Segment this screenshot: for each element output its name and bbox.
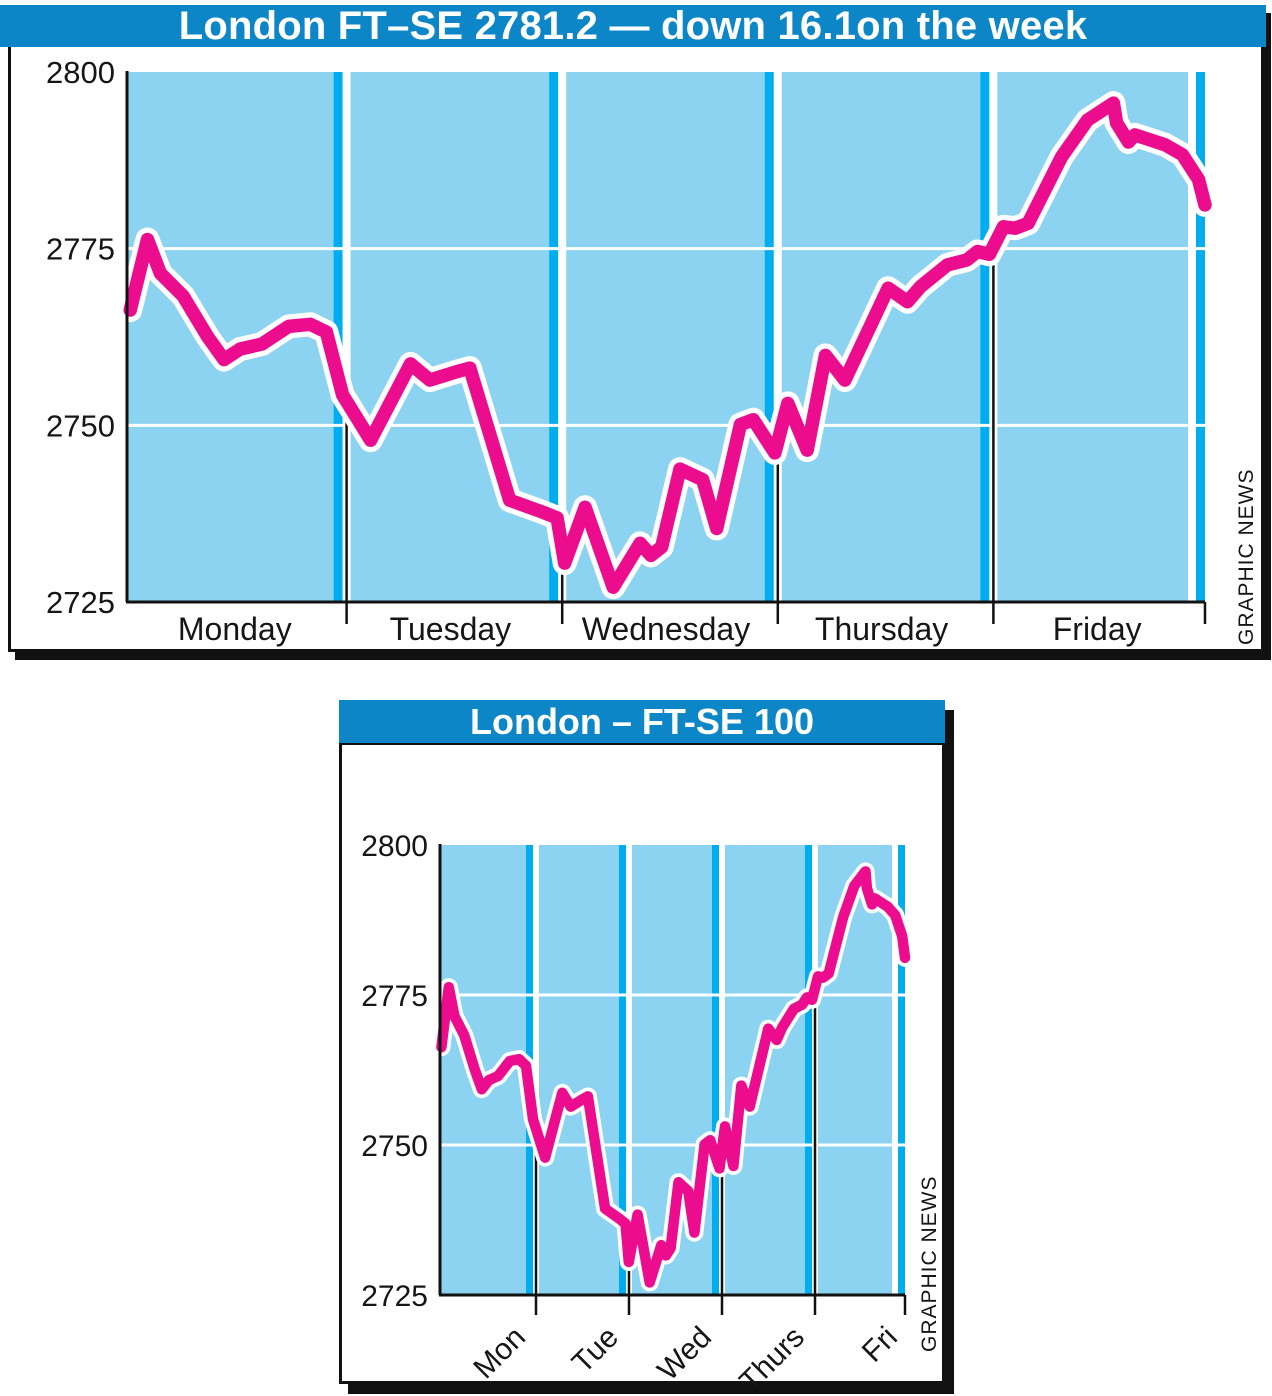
day-separator-stripe [1196,72,1205,602]
y-axis-label: 2750 [361,1130,428,1163]
y-axis-label: 2750 [46,408,115,443]
y-axis-label: 2725 [361,1280,428,1313]
top-chart-title: London FT–SE 2781.2 — down 16.1on the we… [178,3,1088,48]
day-label: Thurs [733,1321,811,1396]
day-separator-stripe [898,845,905,1295]
day-label: Wednesday [582,611,750,647]
day-separator-gap [558,72,567,602]
day-label: Friday [1053,611,1142,647]
day-separator-gap [1188,72,1196,602]
day-label: Tuesday [390,611,512,647]
price-line [436,866,911,1288]
top-chart-plot: 2800 2775 2750 2725 Monday Tuesday Wednesday Th… [46,55,1258,647]
y-axis-label: 2800 [46,55,115,90]
day-separator-stripe [619,845,626,1295]
day-separator-stripe [805,845,812,1295]
day-label: Monday [178,611,292,647]
top-chart-title-banner: London FT–SE 2781.2 — down 16.1on the we… [0,3,1266,48]
day-separator-stripe [764,72,774,602]
credit-graphic-news: GRAPHIC NEWS [1235,468,1258,645]
day-label: Thursday [815,611,948,647]
day-label: Fri [856,1321,904,1369]
day-separator-gap [533,845,539,1295]
day-label: Wed [651,1321,718,1388]
day-separator-stripe [549,72,559,602]
day-separator-gap [342,72,351,602]
bottom-chart-title: London – FT-SE 100 [469,700,815,742]
credit-graphic-news: GRAPHIC NEWS [918,1175,941,1352]
y-axis-label: 2725 [46,585,115,620]
y-axis-label: 2775 [361,980,428,1013]
bottom-chart-plot: 2800 2775 2750 2725 Mon Tue Wed Thurs Fri GRAPHIC… [361,830,941,1396]
y-axis-label: 2775 [46,232,115,267]
day-separator-gap [719,845,725,1295]
day-label: Mon [467,1321,532,1386]
day-separator-gap [773,72,782,602]
day-separator-stripe [712,845,719,1295]
bottom-chart-title-banner: London – FT-SE 100 [339,700,945,745]
price-line [123,96,1212,594]
day-separator-gap [892,845,898,1295]
day-separator-stripe [980,72,990,602]
y-axis-label: 2800 [361,830,428,863]
day-separator-gap [626,845,632,1295]
day-label: Tue [566,1321,625,1380]
